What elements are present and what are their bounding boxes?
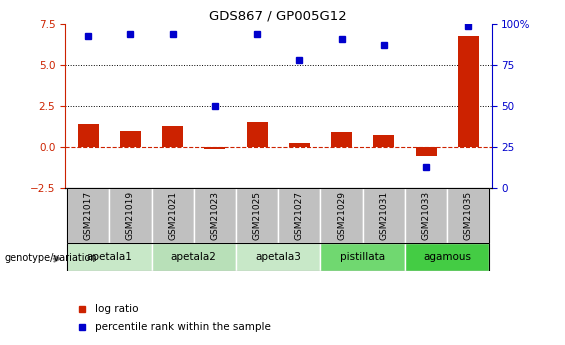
Bar <box>458 36 479 147</box>
Bar <box>363 188 405 243</box>
Bar <box>447 188 489 243</box>
Text: percentile rank within the sample: percentile rank within the sample <box>95 322 271 332</box>
Text: GSM21029: GSM21029 <box>337 191 346 240</box>
Bar <box>246 122 268 147</box>
Text: GSM21031: GSM21031 <box>379 191 388 240</box>
Bar <box>415 147 437 156</box>
Bar <box>278 188 320 243</box>
Bar <box>331 132 352 147</box>
Bar <box>405 243 489 271</box>
Bar <box>77 124 99 147</box>
Text: GSM21023: GSM21023 <box>210 191 219 240</box>
Text: log ratio: log ratio <box>95 304 138 314</box>
Text: genotype/variation: genotype/variation <box>5 253 97 263</box>
Bar <box>162 126 183 147</box>
Text: agamous: agamous <box>423 252 471 262</box>
Bar <box>205 147 225 149</box>
Text: GSM21035: GSM21035 <box>464 191 473 240</box>
Text: apetala1: apetala1 <box>86 252 132 262</box>
Bar <box>373 135 394 147</box>
Text: GSM21025: GSM21025 <box>253 191 262 240</box>
Bar <box>289 143 310 147</box>
Bar <box>320 243 405 271</box>
Bar <box>194 188 236 243</box>
Bar <box>320 188 363 243</box>
Title: GDS867 / GP005G12: GDS867 / GP005G12 <box>210 10 347 23</box>
Bar <box>109 188 151 243</box>
Text: apetala3: apetala3 <box>255 252 301 262</box>
Bar <box>405 188 447 243</box>
Bar <box>120 131 141 147</box>
Bar <box>67 243 151 271</box>
Text: GSM21021: GSM21021 <box>168 191 177 240</box>
Text: GSM21017: GSM21017 <box>84 191 93 240</box>
Bar <box>236 188 278 243</box>
Text: GSM21027: GSM21027 <box>295 191 304 240</box>
Text: pistillata: pistillata <box>340 252 385 262</box>
Bar <box>151 243 236 271</box>
Bar <box>236 243 320 271</box>
Text: GSM21019: GSM21019 <box>126 191 135 240</box>
Text: apetala2: apetala2 <box>171 252 217 262</box>
Bar <box>151 188 194 243</box>
Text: GSM21033: GSM21033 <box>421 191 431 240</box>
Bar <box>67 188 109 243</box>
